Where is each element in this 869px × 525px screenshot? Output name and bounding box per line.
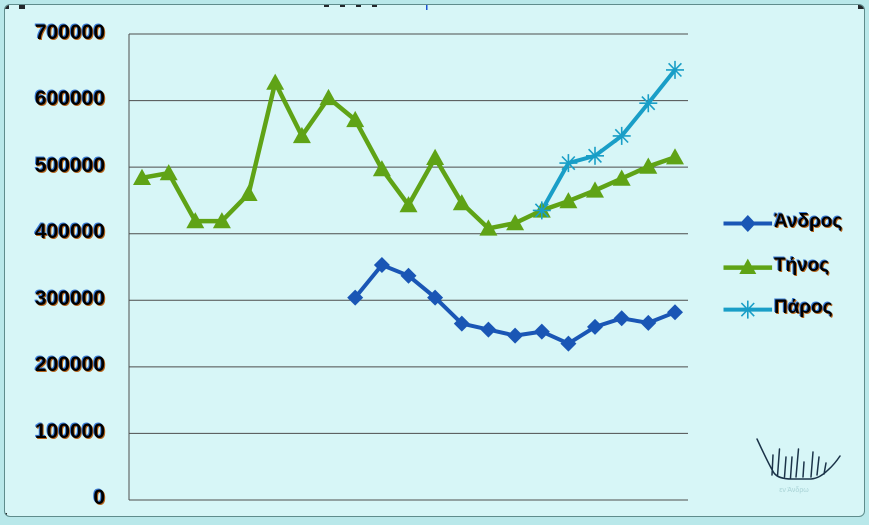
svg-text:εν Άνδρω: εν Άνδρω <box>779 487 809 494</box>
